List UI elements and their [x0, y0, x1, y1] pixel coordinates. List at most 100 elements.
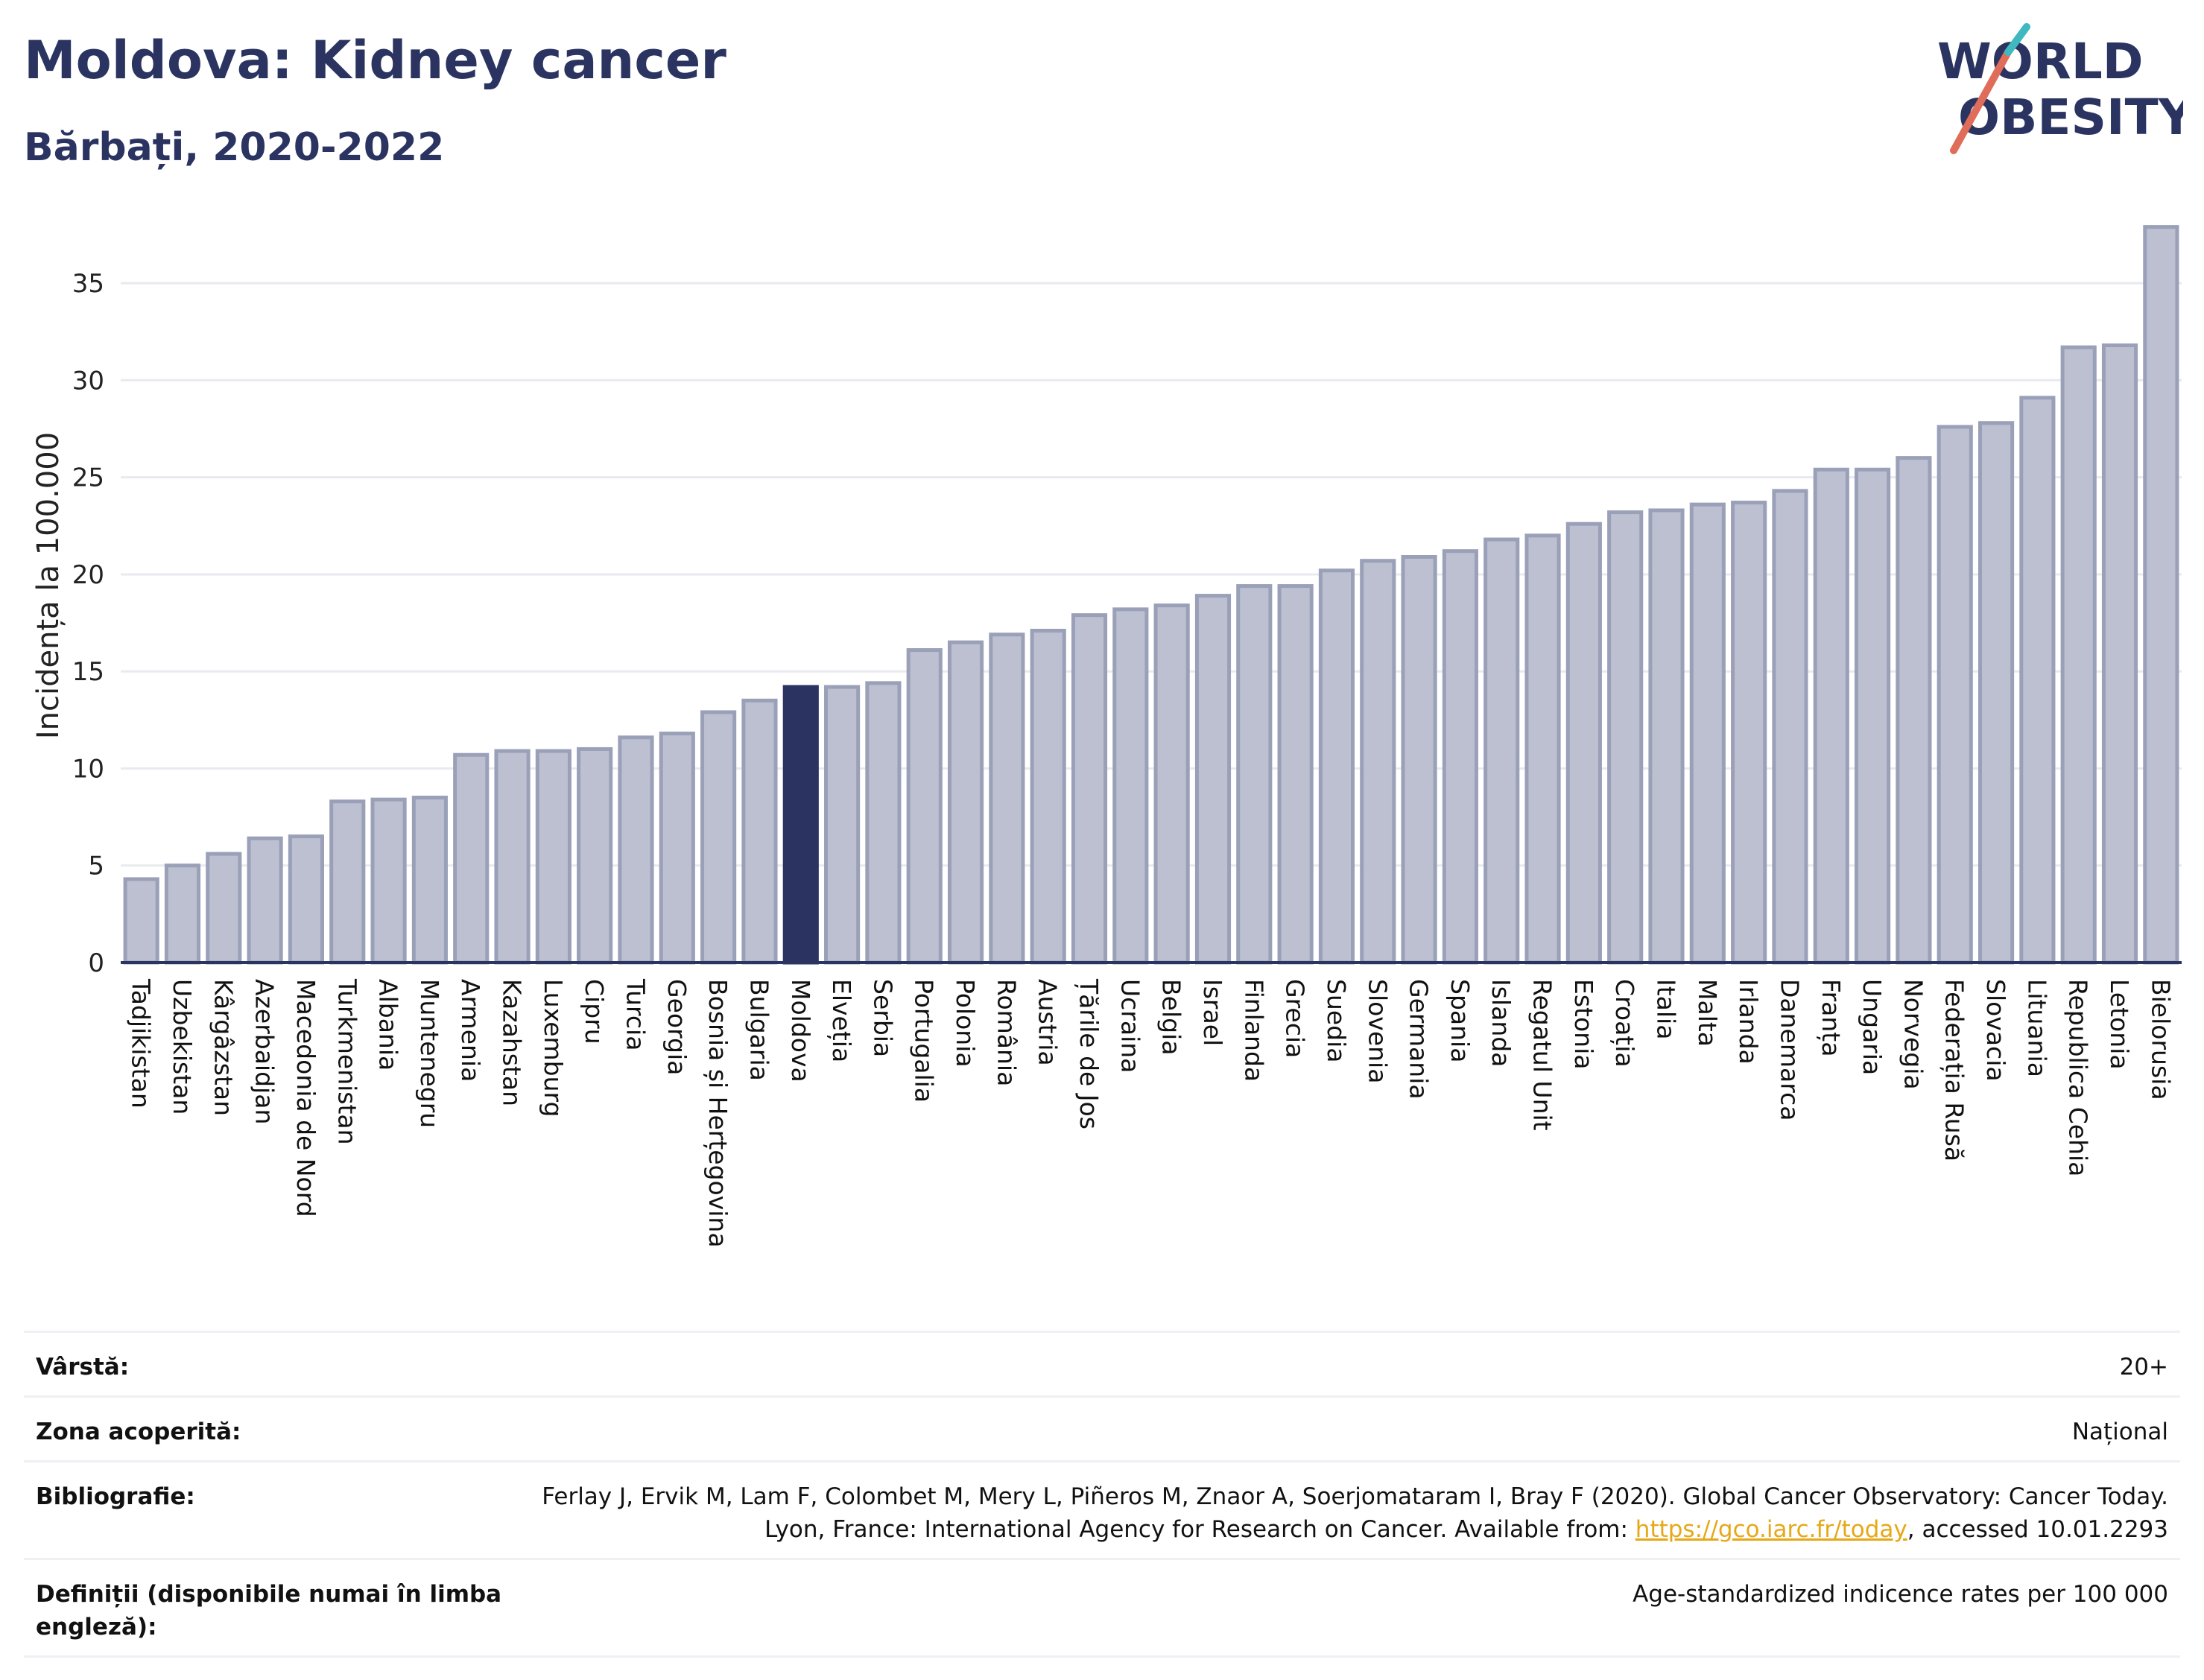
bar [535, 749, 571, 965]
x-tick-label: Israel [1198, 979, 1227, 1046]
bar [989, 633, 1025, 965]
bibliography-text: Ferlay J, Ervik M, Lam F, Colombet M, Me… [542, 1483, 2168, 1543]
x-tick-label: Suedia [1322, 979, 1351, 1063]
x-tick-label: Armenia [456, 979, 485, 1082]
bar [494, 749, 531, 965]
bar [1937, 425, 1973, 965]
x-tick-label: Georgia [662, 979, 691, 1075]
info-row-age: Vârstă: 20+ [24, 1331, 2180, 1397]
x-tick-label: Cipru [580, 979, 609, 1045]
x-tick-label: Țările de Jos [1074, 978, 1103, 1129]
x-tick-label: Ucraina [1115, 979, 1144, 1073]
x-tick-label: Estonia [1569, 979, 1598, 1069]
bar [1689, 502, 1726, 965]
age-value: 20+ [525, 1331, 2180, 1397]
x-tick-label: Bosnia și Herțegovina [703, 979, 732, 1248]
x-tick-label: Slovacia [1981, 979, 2010, 1082]
bar [370, 797, 407, 965]
bar [1607, 510, 1644, 965]
x-tick-labels: Tadjikistan Uzbekistan Kârgâzstan Azerbaidj… [127, 978, 2176, 1248]
bar [1977, 421, 2015, 965]
x-tick-label: România [992, 979, 1021, 1086]
bibliography-accessed: , accessed 10.01.2293 [1907, 1516, 2168, 1543]
x-tick-label: Islanda [1486, 979, 1516, 1067]
y-tick-label: 25 [72, 463, 104, 493]
bar [1360, 559, 1396, 965]
y-tick-label: 35 [72, 269, 104, 299]
info-row-coverage: Zona acoperită: Național [24, 1395, 2180, 1462]
bar [1896, 456, 1932, 965]
bar [2060, 345, 2097, 965]
bar [1236, 584, 1273, 965]
logo-line-1: WORLD [1937, 33, 2144, 90]
bar [453, 752, 490, 965]
bar [700, 710, 737, 965]
y-tick-label: 30 [72, 366, 104, 396]
x-tick-label: Elveția [826, 979, 856, 1062]
x-tick-label: Tadjikistan [127, 978, 156, 1109]
bar [1401, 555, 1437, 965]
bar [1483, 537, 1520, 965]
x-tick-label: Germania [1405, 979, 1434, 1100]
bar [947, 640, 984, 965]
x-tick-label: Republica Cehia [2064, 979, 2093, 1176]
x-tick-label: Azerbaidjan [250, 979, 279, 1124]
x-tick-label: Italia [1652, 979, 1681, 1039]
definitions-value: Age-standardized indicence rates per 100… [525, 1558, 2180, 1658]
bar-chart: 0 5 10 15 20 25 30 35 Tadjikistan Uzbekistan Kârg… [31, 225, 2182, 1248]
bar [288, 834, 325, 965]
x-tick-label: Muntenegru [415, 979, 444, 1128]
x-tick-label: Kazahstan [498, 979, 527, 1106]
definitions-label: Definiții (disponibile numai în limba en… [24, 1558, 525, 1658]
y-tick-label: 5 [88, 852, 104, 881]
info-table: Vârstă: 20+ Zona acoperită: Național Bib… [24, 1331, 2180, 1658]
bar [659, 732, 695, 965]
coverage-value: Național [525, 1395, 2180, 1462]
bar [741, 698, 778, 965]
x-tick-label: Luxemburg [539, 979, 568, 1117]
bar [906, 648, 943, 965]
x-tick-label: Danemarca [1775, 979, 1804, 1120]
x-tick-label: Grecia [1281, 979, 1310, 1058]
page-title: Moldova: Kidney cancer [24, 30, 726, 91]
x-tick-label: Norvegia [1899, 979, 1928, 1090]
bar [2101, 343, 2138, 965]
x-tick-label: Franța [1816, 979, 1846, 1056]
logo-slash-red [1950, 48, 2012, 154]
x-tick-label: Turcia [621, 978, 650, 1050]
y-tick-label: 10 [72, 754, 104, 784]
bar [1565, 522, 1602, 965]
x-tick-label: Lituania [2022, 979, 2051, 1077]
x-tick-label: Letonia [2105, 979, 2134, 1070]
y-axis-title: Incidența la 100.000 [31, 432, 66, 739]
y-tick-label: 0 [88, 948, 104, 978]
x-tick-label: Austria [1033, 979, 1063, 1066]
bar [164, 863, 201, 965]
bar [1153, 603, 1190, 965]
logo-slash-teal [2004, 23, 2030, 56]
page-subtitle: Bărbați, 2020-2022 [24, 125, 445, 170]
bibliography-link[interactable]: https://gco.iarc.fr/today [1635, 1516, 1907, 1543]
x-tick-label: Bielorusia [2146, 979, 2175, 1100]
bar [824, 685, 861, 965]
bar [1318, 568, 1355, 965]
bibliography-value: Ferlay J, Ervik M, Lam F, Colombet M, Me… [525, 1460, 2180, 1559]
x-tick-label: Ungaria [1858, 979, 1887, 1075]
x-tick-label: Slovenia [1363, 979, 1392, 1083]
x-tick-label: Regatul Unit [1528, 979, 1557, 1131]
bar [1071, 613, 1108, 965]
bar [2143, 225, 2179, 965]
x-tick-label: Kârgâzstan [209, 979, 238, 1116]
age-label: Vârstă: [24, 1331, 525, 1397]
bar [1442, 549, 1478, 965]
bar [329, 799, 366, 965]
world-obesity-logo: WORLD OBESITY [1937, 23, 2183, 154]
bar [577, 747, 613, 965]
bar [1813, 467, 1849, 965]
bar [206, 852, 242, 965]
x-tick-label: Albania [374, 979, 403, 1071]
x-tick-label: Irlanda [1734, 979, 1763, 1065]
y-tick-label: 20 [72, 560, 104, 590]
y-tick-label: 15 [72, 657, 104, 687]
bar [1772, 489, 1808, 965]
